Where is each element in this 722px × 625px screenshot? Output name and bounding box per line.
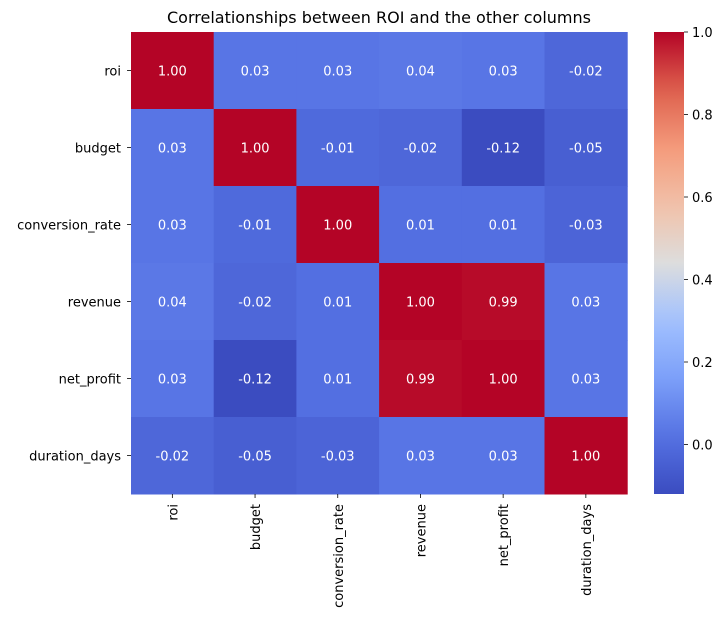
heatmap-cell-roi-budget	[213, 32, 297, 110]
heatmap-cell-conversion_rate-conversion_rate	[296, 186, 380, 264]
heatmap-cell-roi-revenue	[379, 32, 463, 110]
heatmap-cell-duration_days-roi	[131, 417, 215, 495]
heatmap-cell-roi-roi	[131, 32, 215, 110]
row-label-conversion_rate: conversion_rate	[17, 219, 121, 234]
cell-value-label: 0.04	[406, 65, 435, 80]
heatmap-cell-budget-duration_days	[544, 109, 628, 187]
cell-value-label: 0.03	[571, 296, 600, 311]
heatmap-cell-budget-conversion_rate	[296, 109, 380, 187]
heatmap-cell-budget-net_profit	[461, 109, 545, 187]
cell-value-label: 0.01	[406, 219, 435, 234]
cell-value-label: 0.03	[323, 65, 352, 80]
column-label-roi: roi	[166, 504, 181, 521]
cell-value-label: 0.01	[323, 296, 352, 311]
cell-value-label: 0.03	[158, 219, 187, 234]
heatmap-cell-budget-roi	[131, 109, 215, 187]
heatmap-cell-duration_days-conversion_rate	[296, 417, 380, 495]
heatmap-cell-budget-budget	[213, 109, 297, 187]
cell-value-label: -0.02	[404, 142, 438, 157]
cell-value-label: -0.03	[321, 450, 355, 465]
cell-value-label: -0.05	[238, 450, 272, 465]
heatmap-cell-revenue-net_profit	[461, 263, 545, 341]
heatmap-cell-conversion_rate-duration_days	[544, 186, 628, 264]
column-label-duration_days: duration_days	[580, 504, 595, 596]
cell-value-label: -0.02	[238, 296, 272, 311]
heatmap-cell-duration_days-budget	[213, 417, 297, 495]
heatmap-cell-roi-duration_days	[544, 32, 628, 110]
heatmap-cell-revenue-duration_days	[544, 263, 628, 341]
colorbar-tick-label: 1.0	[692, 26, 713, 41]
cell-value-label: 1.00	[406, 296, 435, 311]
cell-value-label: -0.02	[156, 450, 190, 465]
cell-value-label: -0.12	[238, 373, 272, 388]
heatmap-cell-duration_days-duration_days	[544, 417, 628, 495]
heatmap-cell-roi-conversion_rate	[296, 32, 380, 110]
colorbar-tick-label: 0.8	[692, 109, 713, 124]
heatmap-cell-roi-net_profit	[461, 32, 545, 110]
cell-value-label: -0.01	[238, 219, 272, 234]
column-label-conversion_rate: conversion_rate	[332, 504, 347, 608]
row-label-budget: budget	[75, 142, 121, 157]
heatmap-cell-net_profit-roi	[131, 340, 215, 418]
heatmap-cell-net_profit-conversion_rate	[296, 340, 380, 418]
cell-value-label: 0.03	[406, 450, 435, 465]
cell-value-label: -0.05	[569, 142, 603, 157]
cell-value-label: 1.00	[158, 65, 187, 80]
heatmap-cell-duration_days-net_profit	[461, 417, 545, 495]
cell-value-label: 1.00	[241, 142, 270, 157]
heatmap-cell-revenue-conversion_rate	[296, 263, 380, 341]
row-label-net_profit: net_profit	[59, 373, 121, 388]
column-label-net_profit: net_profit	[497, 504, 512, 566]
heatmap-cell-duration_days-revenue	[379, 417, 463, 495]
cell-value-label: -0.03	[569, 219, 603, 234]
heatmap-cell-conversion_rate-net_profit	[461, 186, 545, 264]
heatmap-cell-conversion_rate-budget	[213, 186, 297, 264]
cell-value-label: 0.99	[406, 373, 435, 388]
colorbar-gradient	[654, 32, 684, 494]
cell-value-label: 1.00	[323, 219, 352, 234]
heatmap-cells: 1.00 0.03 0.03 0.04 0.03 -0.02 0.03 1.00 -0.01 -0…	[131, 32, 628, 495]
cell-value-label: 0.03	[489, 65, 518, 80]
cell-value-label: 0.03	[158, 142, 187, 157]
cell-value-label: 0.03	[489, 450, 518, 465]
column-tick-labels: roi budget conversion_rate revenue net_profi…	[166, 494, 595, 608]
colorbar-tick-label: 0.0	[692, 439, 713, 454]
chart-title: Correlationships between ROI and the oth…	[167, 8, 591, 27]
column-label-budget: budget	[249, 504, 264, 550]
heatmap-cell-net_profit-net_profit	[461, 340, 545, 418]
cell-value-label: 0.01	[489, 219, 518, 234]
cell-value-label: 0.04	[158, 296, 187, 311]
cell-value-label: -0.02	[569, 65, 603, 80]
cell-value-label: 0.99	[489, 296, 518, 311]
cell-value-label: 0.03	[158, 373, 187, 388]
cell-value-label: 0.03	[571, 373, 600, 388]
cell-value-label: 0.03	[241, 65, 270, 80]
heatmap-cell-revenue-revenue	[379, 263, 463, 341]
heatmap-cell-net_profit-duration_days	[544, 340, 628, 418]
colorbar-tick-label: 0.2	[692, 356, 713, 371]
cell-value-label: 0.01	[323, 373, 352, 388]
cell-value-label: 1.00	[489, 373, 518, 388]
heatmap-cell-conversion_rate-roi	[131, 186, 215, 264]
colorbar: 0.0 0.2 0.4 0.6 0.8 1.0	[654, 26, 713, 494]
heatmap-cell-conversion_rate-revenue	[379, 186, 463, 264]
heatmap-cell-net_profit-budget	[213, 340, 297, 418]
colorbar-tick-label: 0.4	[692, 274, 713, 289]
heatmap-cell-revenue-budget	[213, 263, 297, 341]
heatmap-cell-revenue-roi	[131, 263, 215, 341]
cell-value-label: -0.01	[321, 142, 355, 157]
row-label-revenue: revenue	[68, 296, 121, 311]
heatmap-cell-budget-revenue	[379, 109, 463, 187]
row-label-duration_days: duration_days	[29, 450, 121, 465]
cell-value-label: 1.00	[571, 450, 600, 465]
row-label-roi: roi	[104, 65, 121, 80]
cell-value-label: -0.12	[486, 142, 520, 157]
heatmap-cell-net_profit-revenue	[379, 340, 463, 418]
column-label-revenue: revenue	[414, 504, 429, 557]
colorbar-tick-label: 0.6	[692, 191, 713, 206]
